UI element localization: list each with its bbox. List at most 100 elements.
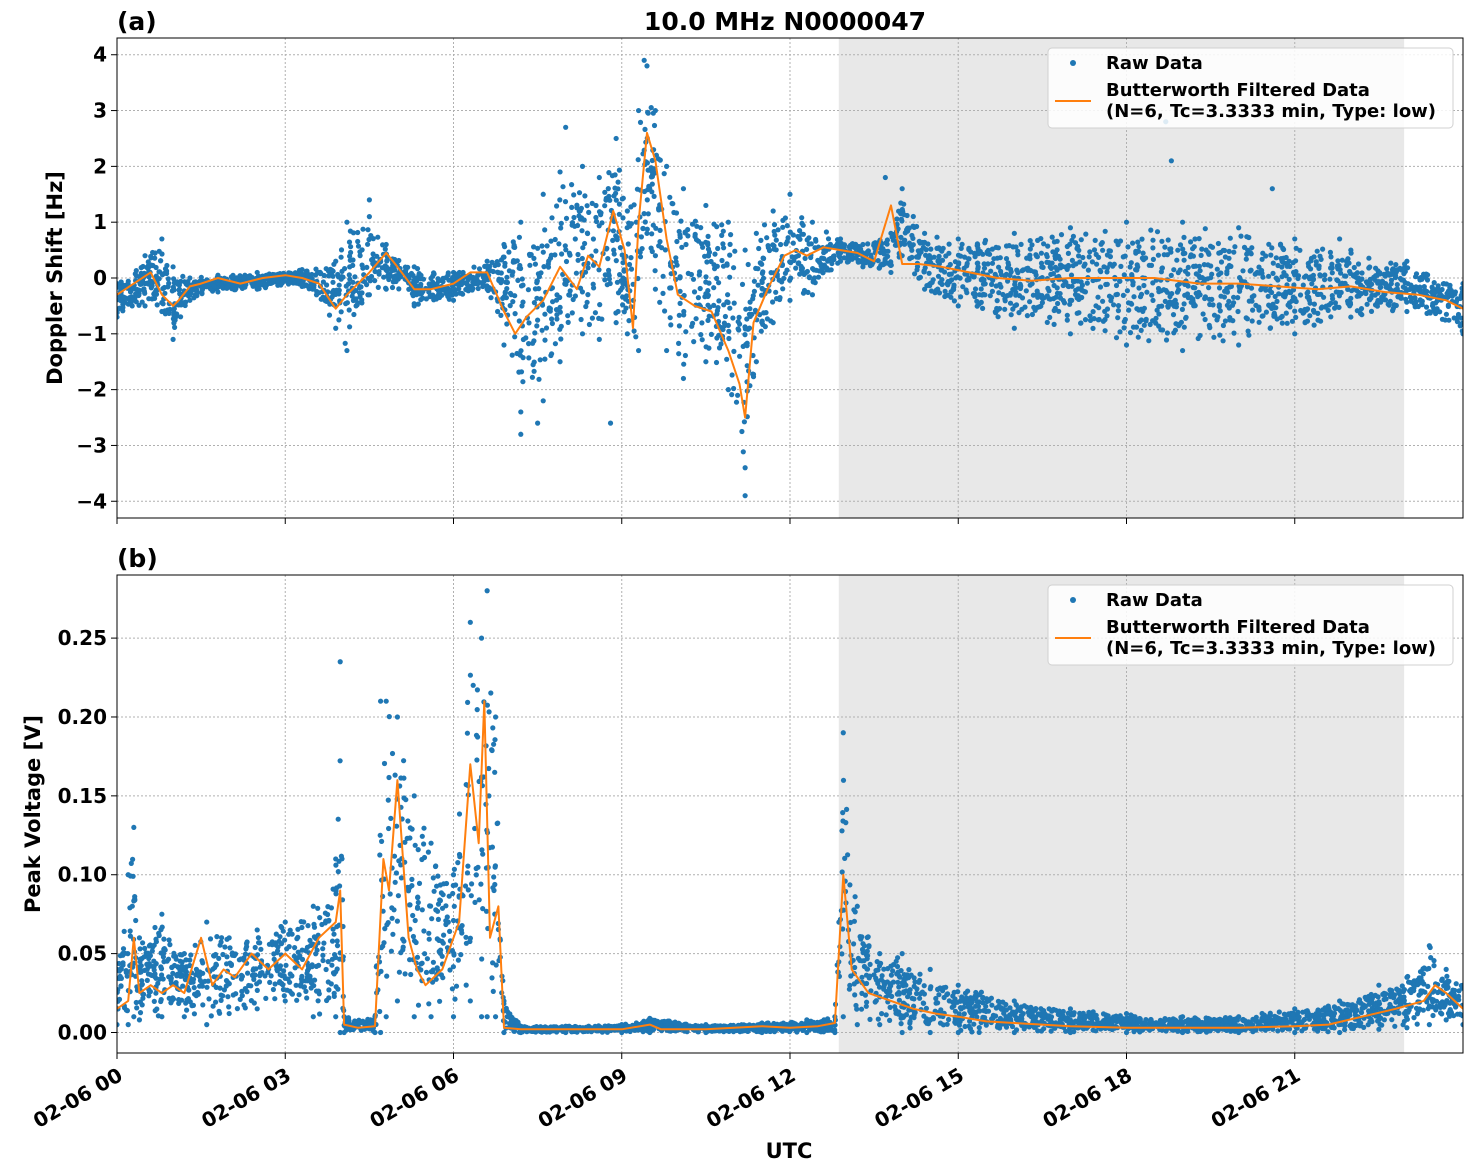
raw-point <box>500 295 506 301</box>
raw-point <box>1019 306 1025 312</box>
raw-point <box>847 982 853 989</box>
raw-point <box>711 285 717 291</box>
raw-point <box>1358 291 1364 297</box>
raw-point <box>563 247 569 253</box>
raw-point <box>1130 324 1137 330</box>
raw-point <box>489 747 495 753</box>
raw-point <box>357 294 363 300</box>
raw-point <box>1135 248 1141 254</box>
raw-point <box>541 264 547 270</box>
raw-point <box>823 229 830 235</box>
raw-point <box>753 230 759 236</box>
raw-point <box>1459 315 1463 321</box>
raw-point <box>1314 248 1320 254</box>
raw-point <box>1216 285 1223 291</box>
raw-point <box>751 288 758 294</box>
raw-point <box>1243 256 1249 262</box>
raw-point <box>651 122 658 129</box>
raw-point <box>446 893 452 899</box>
raw-point <box>787 297 793 303</box>
raw-point <box>1274 316 1280 322</box>
raw-point <box>1423 304 1430 310</box>
raw-point <box>1241 244 1248 250</box>
raw-point <box>1135 239 1141 245</box>
raw-point <box>681 361 687 367</box>
raw-point <box>447 928 453 935</box>
raw-point <box>978 299 984 305</box>
raw-point <box>1332 305 1338 311</box>
raw-point <box>1335 278 1341 284</box>
raw-point <box>853 1002 859 1009</box>
raw-point <box>1235 295 1241 301</box>
raw-point <box>742 247 748 253</box>
raw-point <box>620 195 626 201</box>
raw-point <box>365 241 371 247</box>
raw-point <box>760 255 766 261</box>
raw-point <box>271 956 277 962</box>
raw-point <box>1196 263 1202 269</box>
raw-point <box>1339 257 1345 263</box>
raw-point <box>773 237 779 243</box>
raw-point <box>1198 252 1204 258</box>
raw-point <box>270 986 276 993</box>
raw-point <box>678 218 684 224</box>
raw-point <box>254 286 260 292</box>
raw-point <box>651 193 657 199</box>
raw-point <box>1358 1020 1364 1026</box>
raw-point <box>360 265 366 271</box>
raw-point <box>923 252 929 258</box>
raw-point <box>809 219 816 225</box>
raw-point <box>1297 292 1304 298</box>
raw-point <box>1127 330 1134 336</box>
raw-point <box>603 197 609 203</box>
raw-point <box>1087 313 1093 319</box>
raw-point <box>435 276 441 282</box>
raw-point <box>1318 256 1324 262</box>
raw-point <box>224 954 230 960</box>
raw-point <box>605 256 611 262</box>
raw-point <box>1027 299 1033 305</box>
raw-point <box>637 254 644 260</box>
raw-point <box>1454 319 1460 325</box>
raw-point <box>793 265 799 271</box>
raw-point <box>1024 313 1030 319</box>
raw-point <box>565 319 571 325</box>
raw-point <box>694 223 700 229</box>
raw-point <box>170 284 176 290</box>
raw-point <box>1348 314 1354 320</box>
raw-point <box>784 223 790 229</box>
raw-point <box>1093 251 1099 258</box>
raw-point <box>1376 279 1382 285</box>
raw-point <box>644 230 650 236</box>
raw-point <box>1231 294 1237 300</box>
raw-point <box>747 306 753 312</box>
raw-point <box>418 272 424 278</box>
raw-point <box>372 278 378 284</box>
raw-point <box>787 191 793 197</box>
raw-point <box>724 262 730 268</box>
raw-point <box>1029 311 1035 318</box>
raw-point <box>1064 317 1070 323</box>
raw-point <box>790 232 796 238</box>
raw-point <box>637 249 643 255</box>
raw-point <box>1120 254 1126 260</box>
raw-point <box>775 227 781 233</box>
raw-point <box>326 273 332 279</box>
raw-point <box>1136 244 1142 250</box>
raw-point <box>1220 338 1226 344</box>
raw-point <box>1164 330 1170 336</box>
raw-point <box>690 276 697 282</box>
raw-point <box>334 938 340 944</box>
raw-point <box>509 352 515 358</box>
raw-point <box>151 998 157 1005</box>
raw-point <box>626 261 633 268</box>
raw-point <box>917 995 923 1001</box>
raw-point <box>1211 312 1218 318</box>
raw-point <box>818 263 824 269</box>
raw-point <box>763 310 769 316</box>
raw-point <box>415 1002 422 1008</box>
raw-point <box>1134 267 1140 273</box>
raw-point <box>351 311 357 318</box>
raw-point <box>1315 291 1321 297</box>
